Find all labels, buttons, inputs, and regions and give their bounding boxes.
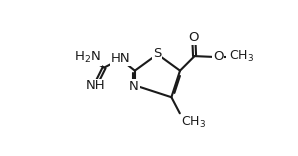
Text: S: S — [153, 47, 162, 60]
Text: HN: HN — [111, 52, 130, 65]
Text: NH: NH — [86, 80, 105, 93]
Text: O: O — [213, 50, 224, 63]
Text: CH$_3$: CH$_3$ — [181, 115, 206, 130]
Text: N: N — [129, 80, 139, 93]
Text: H$_2$N: H$_2$N — [74, 50, 101, 65]
Text: CH$_3$: CH$_3$ — [229, 49, 254, 64]
Text: O: O — [189, 31, 199, 44]
